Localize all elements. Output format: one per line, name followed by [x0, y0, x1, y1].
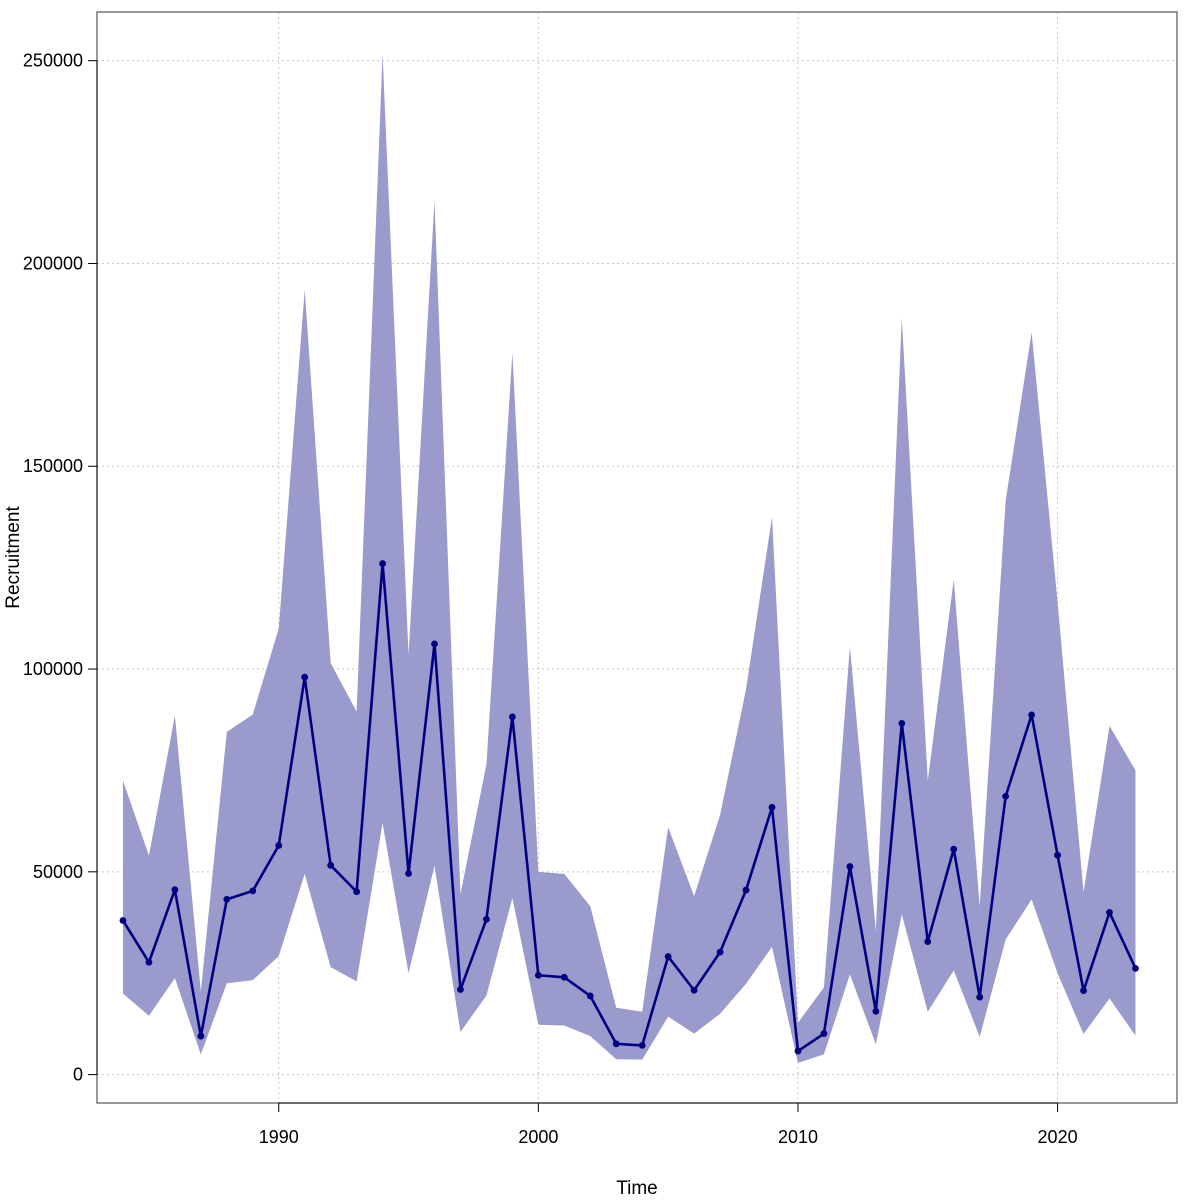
data-point-2009 [768, 803, 776, 811]
data-point-1992 [327, 861, 335, 869]
data-point-2016 [950, 845, 958, 853]
data-point-1987 [197, 1032, 205, 1040]
y-axis: 0 50000 100000 150000 200000 250000 [23, 51, 98, 1085]
data-point-1989 [249, 887, 257, 895]
data-point-2005 [664, 953, 672, 960]
y-tick-label-0: 0 [73, 1065, 83, 1085]
data-point-1995 [405, 870, 412, 877]
confidence-band-layer [122, 54, 1136, 1063]
data-point-2012 [846, 863, 854, 870]
data-point-2013 [872, 1007, 880, 1015]
x-tick-label-2000: 2000 [518, 1127, 558, 1147]
data-point-1999 [508, 713, 516, 721]
data-point-2008 [742, 886, 750, 894]
data-point-1994 [379, 560, 386, 567]
data-point-1991 [301, 673, 309, 681]
data-point-1985 [145, 958, 153, 966]
y-tick-label-150000: 150000 [23, 456, 83, 476]
data-point-1996 [431, 640, 438, 648]
data-point-2018 [1002, 792, 1010, 800]
data-point-2015 [924, 938, 932, 945]
data-point-1993 [353, 888, 361, 896]
recruitment-line-layer [121, 562, 1137, 1053]
data-point-2004 [638, 1042, 646, 1049]
data-point-1990 [275, 842, 283, 849]
x-tick-label-1990: 1990 [259, 1127, 299, 1147]
data-point-2010 [794, 1047, 802, 1055]
y-tick-label-250000: 250000 [23, 51, 83, 71]
y-axis-title: Recruitment [3, 506, 24, 609]
y-tick-label-100000: 100000 [23, 659, 83, 679]
data-point-2001 [560, 973, 568, 981]
data-point-2019 [1028, 711, 1036, 719]
data-point-2020 [1054, 851, 1061, 859]
data-point-2011 [820, 1030, 828, 1038]
y-tick-label-200000: 200000 [23, 253, 83, 273]
data-point-2014 [898, 719, 906, 727]
x-axis-title: Time [616, 1178, 658, 1199]
data-point-2006 [690, 986, 698, 994]
data-point-2021 [1080, 987, 1087, 995]
data-point-2007 [716, 948, 724, 956]
recruitment-points [119, 560, 1139, 1055]
data-point-1998 [483, 915, 490, 923]
y-tick-label-50000: 50000 [33, 862, 83, 882]
data-point-1986 [171, 886, 179, 894]
data-point-1984 [119, 917, 127, 924]
x-tick-label-2020: 2020 [1038, 1127, 1078, 1147]
data-point-2000 [534, 971, 542, 979]
data-point-2023 [1132, 964, 1139, 972]
data-point-2002 [586, 992, 594, 1000]
data-point-2022 [1106, 908, 1113, 916]
data-point-1997 [457, 986, 464, 993]
recruitment-series-line [121, 562, 1137, 1053]
x-axis: 1990 2000 2010 2020 [259, 1102, 1078, 1147]
x-tick-label-2010: 2010 [778, 1127, 818, 1147]
data-point-1988 [223, 896, 231, 903]
data-point-2003 [612, 1040, 620, 1048]
confidence-band [122, 54, 1136, 1063]
data-point-2017 [976, 993, 984, 1001]
